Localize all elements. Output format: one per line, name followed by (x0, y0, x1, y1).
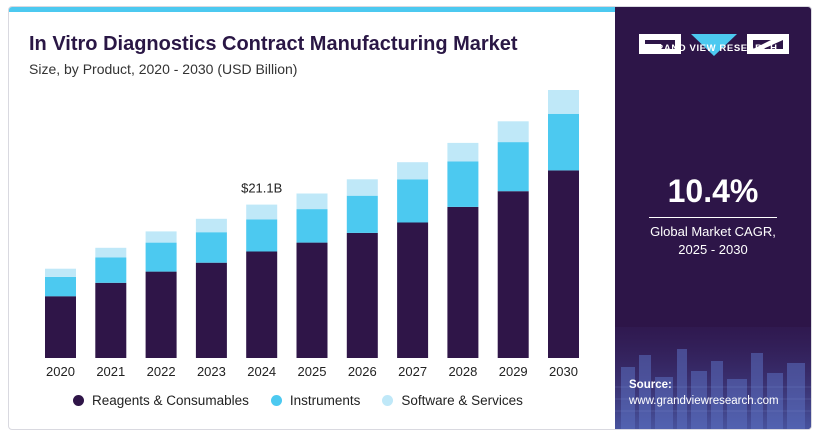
bar-segment-instruments-2029 (497, 142, 529, 192)
bar-segment-reagents-consumables-2024 (246, 251, 278, 358)
bar-segment-instruments-2027 (397, 179, 429, 223)
cagr-divider (649, 217, 777, 218)
legend-swatch (73, 395, 84, 406)
bar-segment-reagents-consumables-2030 (548, 170, 579, 358)
bar-segment-software-services-2030 (548, 90, 579, 114)
chart-legend: Reagents & Consumables Instruments Softwar… (73, 393, 523, 408)
x-tick-label-2024: 2024 (247, 364, 276, 379)
bar-segment-software-services-2022 (145, 231, 177, 243)
city-skyline-graphic (615, 327, 811, 429)
brand-name: GRAND VIEW RESEARCH (648, 43, 778, 54)
bar-segment-reagents-consumables-2028 (447, 206, 479, 358)
bar-segment-reagents-consumables-2027 (397, 222, 429, 358)
accent-bar (9, 7, 615, 12)
chart-title: In Vitro Diagnostics Contract Manufactur… (29, 33, 518, 55)
bar-segment-software-services-2024 (246, 204, 278, 220)
bar-segment-software-services-2028 (447, 142, 479, 162)
bar-segment-reagents-consumables-2022 (145, 271, 177, 358)
bar-segment-instruments-2026 (346, 195, 378, 233)
x-tick-label-2021: 2021 (96, 364, 125, 379)
legend-label: Reagents & Consumables (92, 393, 249, 408)
legend-item-reagents-consumables: Reagents & Consumables (73, 393, 249, 408)
x-tick-label-2026: 2026 (348, 364, 377, 379)
x-tick-label-2023: 2023 (197, 364, 226, 379)
legend-item-software-services: Software & Services (382, 393, 523, 408)
bar-segment-reagents-consumables-2023 (195, 262, 227, 358)
cagr-label-line2: 2025 - 2030 (678, 242, 748, 257)
bar-segment-reagents-consumables-2026 (346, 232, 378, 358)
legend-swatch (270, 395, 282, 406)
cagr-label: Global Market CAGR, 2025 - 2030 (615, 223, 811, 259)
cagr-value: 10.4% (667, 173, 759, 209)
sidebar-panel: GRAND VIEW RESEARCH 10.4% Global Market … (615, 7, 811, 429)
bar-segment-instruments-2024 (246, 219, 278, 252)
bar-segment-software-services-2026 (346, 179, 378, 196)
bar-segment-instruments-2020 (45, 276, 76, 297)
stacked-bar-chart: 2020 2021 2022 2023 2024 $21.1B 2025 2026 2027 20… (45, 90, 579, 379)
bar-segment-software-services-2027 (397, 162, 429, 180)
bar-segment-instruments-2021 (95, 257, 127, 283)
bar-segment-reagents-consumables-2029 (497, 191, 529, 358)
source-url: www.grandviewresearch.com (629, 395, 779, 407)
annotation-2024: $21.1B (241, 181, 282, 196)
x-tick-label-2027: 2027 (398, 364, 427, 379)
gvr-logo (639, 34, 789, 56)
legend-label: Software & Services (401, 393, 523, 408)
bar-segment-instruments-2022 (145, 242, 177, 272)
legend-swatch (382, 395, 394, 406)
bar-segment-software-services-2029 (497, 121, 529, 143)
bar-segment-reagents-consumables-2020 (45, 296, 76, 358)
bar-segment-instruments-2023 (195, 232, 227, 263)
x-tick-label-2030: 2030 (549, 364, 578, 379)
x-tick-label-2025: 2025 (298, 364, 327, 379)
bar-segment-reagents-consumables-2021 (95, 282, 127, 358)
bar-segment-software-services-2025 (296, 193, 328, 210)
bar-segment-reagents-consumables-2025 (296, 242, 328, 358)
x-tick-label-2028: 2028 (448, 364, 477, 379)
x-tick-label-2029: 2029 (499, 364, 528, 379)
bar-segment-software-services-2020 (45, 268, 76, 277)
bar-segment-software-services-2023 (195, 218, 227, 233)
bar-segment-instruments-2030 (548, 113, 579, 171)
legend-label: Instruments (289, 393, 361, 408)
x-tick-label-2022: 2022 (147, 364, 176, 379)
bar-segment-software-services-2021 (95, 247, 127, 258)
bar-segment-instruments-2025 (296, 209, 328, 243)
bar-segment-instruments-2028 (447, 161, 479, 207)
legend-item-instruments: Instruments (270, 393, 361, 408)
x-tick-label-2020: 2020 (46, 364, 75, 379)
cagr-label-line1: Global Market CAGR, (650, 224, 776, 239)
source-title: Source: (629, 379, 672, 391)
chart-subtitle: Size, by Product, 2020 - 2030 (USD Billi… (29, 61, 298, 77)
infographic-frame: In Vitro Diagnostics Contract Manufactur… (8, 6, 812, 430)
